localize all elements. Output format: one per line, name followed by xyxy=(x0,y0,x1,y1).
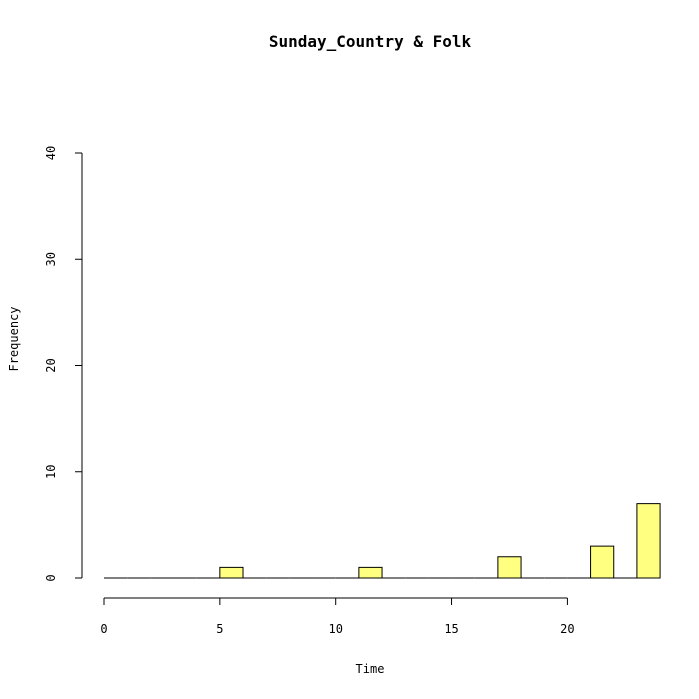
x-axis-label: Time xyxy=(356,662,385,676)
y-tick-label-2: 20 xyxy=(44,358,58,372)
bars-group xyxy=(104,503,661,579)
x-tick-label-0: 0 xyxy=(100,622,107,636)
histogram-bar-23 xyxy=(636,503,661,579)
y-tick-label-3: 30 xyxy=(44,252,58,266)
x-axis: 0 5 10 15 20 xyxy=(100,597,575,636)
y-tick-label-1: 10 xyxy=(44,465,58,479)
y-tick-label-4: 40 xyxy=(44,146,58,160)
x-tick-label-1: 5 xyxy=(216,622,223,636)
chart-title: Sunday_Country & Folk xyxy=(269,32,472,51)
y-axis-label: Frequency xyxy=(7,306,21,371)
y-axis: 0 10 20 30 40 xyxy=(44,146,83,582)
y-tick-label-0: 0 xyxy=(44,574,58,581)
histogram-bar-21 xyxy=(590,545,615,579)
x-tick-label-2: 10 xyxy=(328,622,342,636)
x-tick-label-4: 20 xyxy=(560,622,574,636)
x-tick-label-3: 15 xyxy=(444,622,458,636)
histogram-bar-11 xyxy=(358,566,383,579)
histogram-bar-5 xyxy=(219,566,244,579)
histogram-bar-17 xyxy=(497,556,522,579)
